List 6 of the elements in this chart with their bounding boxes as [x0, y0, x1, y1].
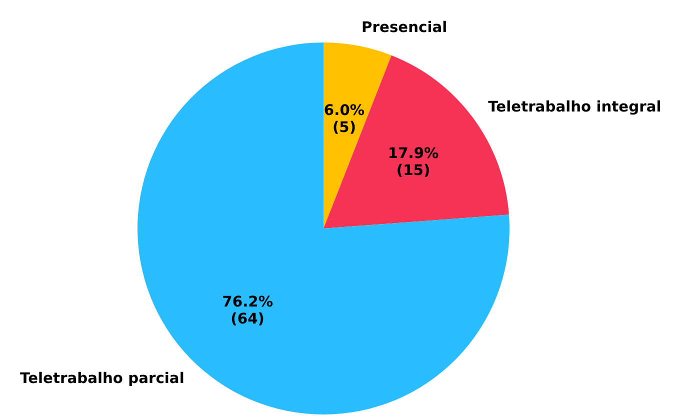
slice-label: Teletrabalho integral: [488, 98, 662, 116]
data-label: 17.9% (15): [388, 145, 440, 180]
slice-label: Presencial: [362, 18, 448, 36]
slice-label: Teletrabalho parcial: [20, 370, 184, 387]
data-label: 6.0% (5): [324, 102, 365, 136]
data-label: 76.2% (64): [222, 293, 274, 328]
